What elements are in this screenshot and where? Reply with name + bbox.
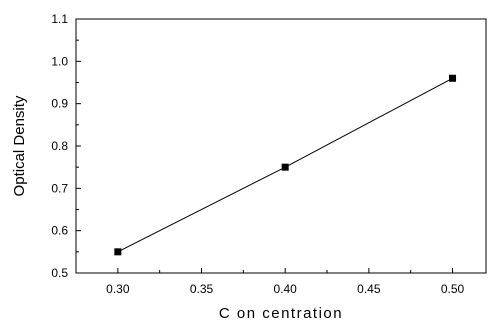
plot-frame <box>75 18 487 274</box>
x-tick-label: 0.35 <box>190 282 214 296</box>
x-tick-label: 0.30 <box>106 282 130 296</box>
x-tick-label: 0.50 <box>441 282 465 296</box>
series-layer <box>114 74 457 256</box>
x-tick-label: 0.45 <box>357 282 381 296</box>
y-tick-label: 0.7 <box>51 181 68 195</box>
y-axis-ticks: 0.5 0.6 0.7 0.8 0.9 1.0 1.1 <box>51 12 81 280</box>
y-tick-label: 0.9 <box>51 97 68 111</box>
data-point <box>114 248 122 256</box>
data-point <box>449 74 457 82</box>
y-tick-label: 0.5 <box>51 266 68 280</box>
y-tick-label: 1.0 <box>51 54 68 68</box>
y-tick-label: 0.6 <box>51 224 68 238</box>
data-point <box>281 163 289 171</box>
y-tick-label: 0.8 <box>51 139 68 153</box>
y-tick-label: 1.1 <box>51 12 68 26</box>
x-axis-ticks: 0.30 0.35 0.40 0.45 0.50 <box>106 268 465 296</box>
y-axis-title: Optical Density <box>11 95 28 196</box>
x-axis-title: C on centration <box>219 305 343 322</box>
x-tick-label: 0.40 <box>274 282 298 296</box>
